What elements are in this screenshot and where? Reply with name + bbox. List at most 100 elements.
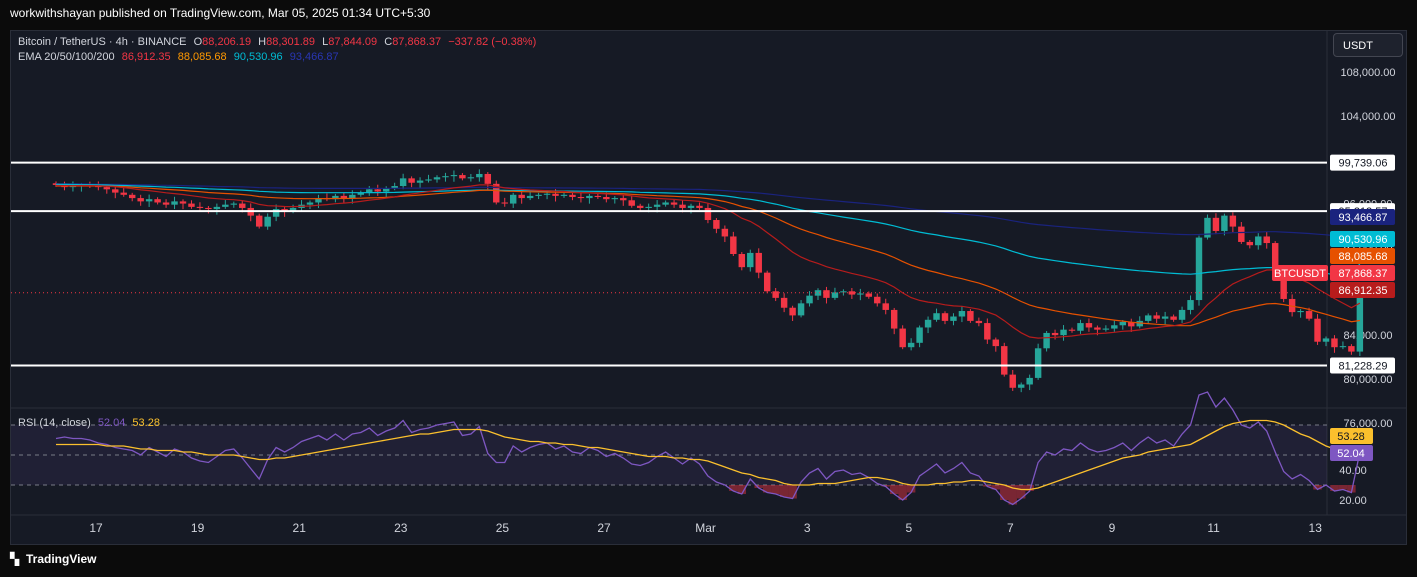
candle (526, 195, 534, 199)
candle (1128, 321, 1135, 327)
candle (543, 193, 551, 195)
publisher-line: workwithshayan published on TradingView.… (10, 6, 431, 20)
candle (1060, 329, 1067, 336)
candle (814, 290, 822, 296)
candle (1348, 346, 1355, 352)
currency-button[interactable]: USDT (1333, 33, 1403, 57)
candle (188, 203, 195, 207)
footer-brand-text: TradingView (26, 552, 97, 566)
candle (603, 196, 610, 200)
rsi-tick-label: 40.00 (1339, 465, 1367, 477)
candle (552, 193, 559, 196)
candle (1297, 311, 1304, 313)
time-tick-label: 17 (89, 521, 103, 535)
candle (103, 187, 111, 190)
candle (230, 203, 238, 205)
candle (679, 204, 686, 208)
rsi-ma-value: 53.28 (132, 417, 160, 429)
time-tick-label: 19 (191, 521, 205, 535)
price-tick-label: 76,000.00 (1344, 418, 1393, 430)
ohlc-high: 88,301.89 (266, 36, 316, 48)
candle (239, 203, 246, 208)
candle (171, 201, 178, 205)
candle (145, 199, 153, 202)
rsi-legend: RSI (14, close) 52.04 53.28 (18, 417, 164, 429)
price-marker-label: 87,868.37 (1339, 268, 1388, 280)
candle (222, 204, 229, 207)
rsi-ma-line (56, 419, 1361, 491)
candle (789, 307, 796, 316)
candle (1111, 325, 1118, 329)
rsi-value-tag-label: 52.04 (1337, 448, 1365, 460)
price-tick-label: 104,000.00 (1340, 111, 1395, 123)
time-tick-label: 9 (1109, 521, 1116, 535)
candle (738, 254, 746, 268)
candle (1195, 237, 1203, 301)
candle (611, 198, 619, 200)
footer-brand[interactable]: ▚ TradingView (10, 552, 96, 566)
candle (670, 202, 678, 205)
candle (1001, 346, 1008, 375)
candle (620, 198, 627, 201)
candle (1085, 323, 1093, 328)
time-tick-label: 25 (496, 521, 510, 535)
time-tick-label: 7 (1007, 521, 1014, 535)
candle (992, 339, 1000, 347)
candle (154, 199, 161, 203)
candle (179, 201, 187, 204)
candle (797, 303, 805, 316)
ohlc-o-label: O (193, 36, 203, 48)
candle (941, 313, 949, 321)
candle (569, 194, 576, 197)
candle (730, 236, 737, 255)
candle (1356, 292, 1364, 352)
rsi-value: 52.04 (97, 417, 126, 429)
candle (1051, 332, 1059, 336)
symbol-title: Bitcoin / TetherUS · 4h · BINANCE (18, 36, 187, 48)
ema200-value: 93,466.87 (289, 51, 339, 63)
candle (1009, 374, 1016, 388)
price-marker-label: 86,912.35 (1339, 285, 1388, 297)
time-tick-label: 11 (1207, 521, 1220, 535)
ema-legend: EMA 20/50/100/200 86,912.35 88,085.68 90… (18, 51, 343, 63)
time-tick-label: 21 (293, 521, 307, 535)
candle (1077, 323, 1084, 331)
candle (340, 195, 348, 199)
candle (1068, 329, 1076, 331)
candle (1246, 241, 1254, 246)
candle (594, 195, 602, 197)
price-tick-label: 80,000.00 (1344, 374, 1393, 386)
candle (1204, 217, 1211, 238)
candle (1153, 315, 1160, 319)
price-marker-label: 90,530.96 (1339, 234, 1388, 246)
rsi-label: RSI (14, close) (18, 417, 91, 429)
ema50-line (56, 185, 1360, 327)
horizontal-level-tag (1330, 154, 1395, 171)
rsi-ma-tag-label: 53.28 (1337, 431, 1365, 443)
candle (747, 252, 754, 268)
candle (137, 198, 144, 202)
candle (450, 175, 458, 177)
candle (763, 272, 771, 292)
candle (984, 323, 991, 340)
ema-label: EMA 20/50/100/200 (18, 51, 115, 63)
candle (433, 177, 441, 180)
candle (865, 293, 873, 297)
candle (1238, 226, 1245, 242)
price-tick-label: 84,000.00 (1344, 330, 1393, 342)
candle (408, 178, 415, 183)
candle (696, 205, 703, 208)
candle (315, 198, 322, 203)
candle (967, 311, 974, 321)
candle (509, 194, 517, 204)
candle (1331, 338, 1338, 348)
candle (1229, 215, 1237, 227)
candle (1314, 318, 1321, 342)
candle (857, 293, 864, 295)
candle (306, 202, 314, 205)
candle (950, 316, 957, 321)
candle (899, 328, 906, 348)
symbol-tag-label: BTCUSDT (1274, 268, 1326, 280)
candle (213, 206, 221, 210)
